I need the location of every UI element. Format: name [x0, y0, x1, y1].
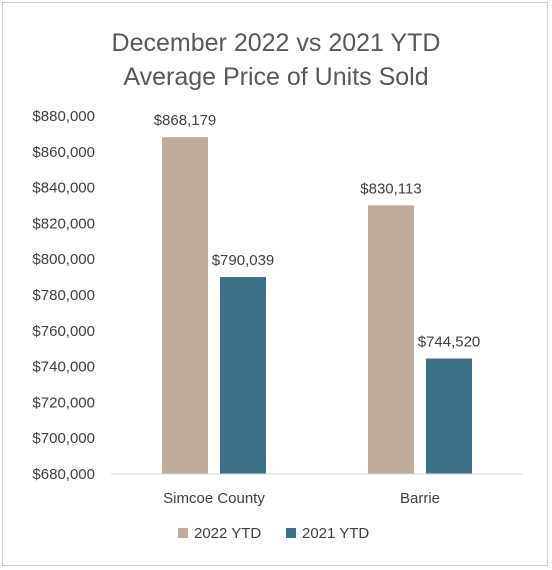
x-category-label: Barrie — [400, 490, 440, 507]
bar-2021-ytd — [426, 358, 472, 474]
y-tick-label: $860,000 — [32, 144, 95, 161]
y-tick-label: $800,000 — [32, 251, 95, 268]
chart-title-line-2: Average Price of Units Sold — [123, 63, 428, 91]
y-tick-label: $780,000 — [32, 287, 95, 304]
y-tick-label: $680,000 — [32, 466, 95, 483]
bar-2022-ytd — [162, 137, 208, 474]
y-tick-label: $880,000 — [32, 108, 95, 125]
chart-frame: December 2022 vs 2021 YTD Average Price … — [2, 2, 548, 566]
data-label: $790,039 — [212, 252, 275, 269]
y-axis: $680,000 $700,000 $720,000 $740,000 $760,000… — [32, 108, 95, 483]
y-tick-label: $760,000 — [32, 323, 95, 340]
bars — [162, 137, 472, 474]
y-tick-label: $720,000 — [32, 394, 95, 411]
bar-chart: December 2022 vs 2021 YTD Average Price … — [32, 29, 523, 542]
y-tick-label: $740,000 — [32, 359, 95, 376]
x-category-label: Simcoe County — [163, 490, 265, 507]
data-label: $868,179 — [154, 112, 217, 129]
y-tick-label: $700,000 — [32, 430, 95, 447]
data-labels: $868,179 $790,039 $830,113 $744,520 — [154, 112, 481, 350]
data-label: $744,520 — [418, 334, 481, 351]
x-axis: Simcoe County Barrie — [163, 490, 440, 507]
legend-swatch — [178, 528, 188, 538]
chart-title: December 2022 vs 2021 YTD Average Price … — [112, 29, 441, 91]
y-tick-label: $840,000 — [32, 180, 95, 197]
legend: 2022 YTD 2021 YTD — [178, 525, 369, 542]
bar-2021-ytd — [220, 277, 266, 474]
legend-label: 2021 YTD — [302, 525, 369, 542]
data-label: $830,113 — [360, 180, 421, 197]
y-tick-label: $820,000 — [32, 215, 95, 232]
bar-2022-ytd — [368, 205, 414, 474]
legend-label: 2022 YTD — [194, 525, 261, 542]
legend-swatch — [286, 528, 296, 538]
chart-title-line-1: December 2022 vs 2021 YTD — [112, 29, 441, 57]
